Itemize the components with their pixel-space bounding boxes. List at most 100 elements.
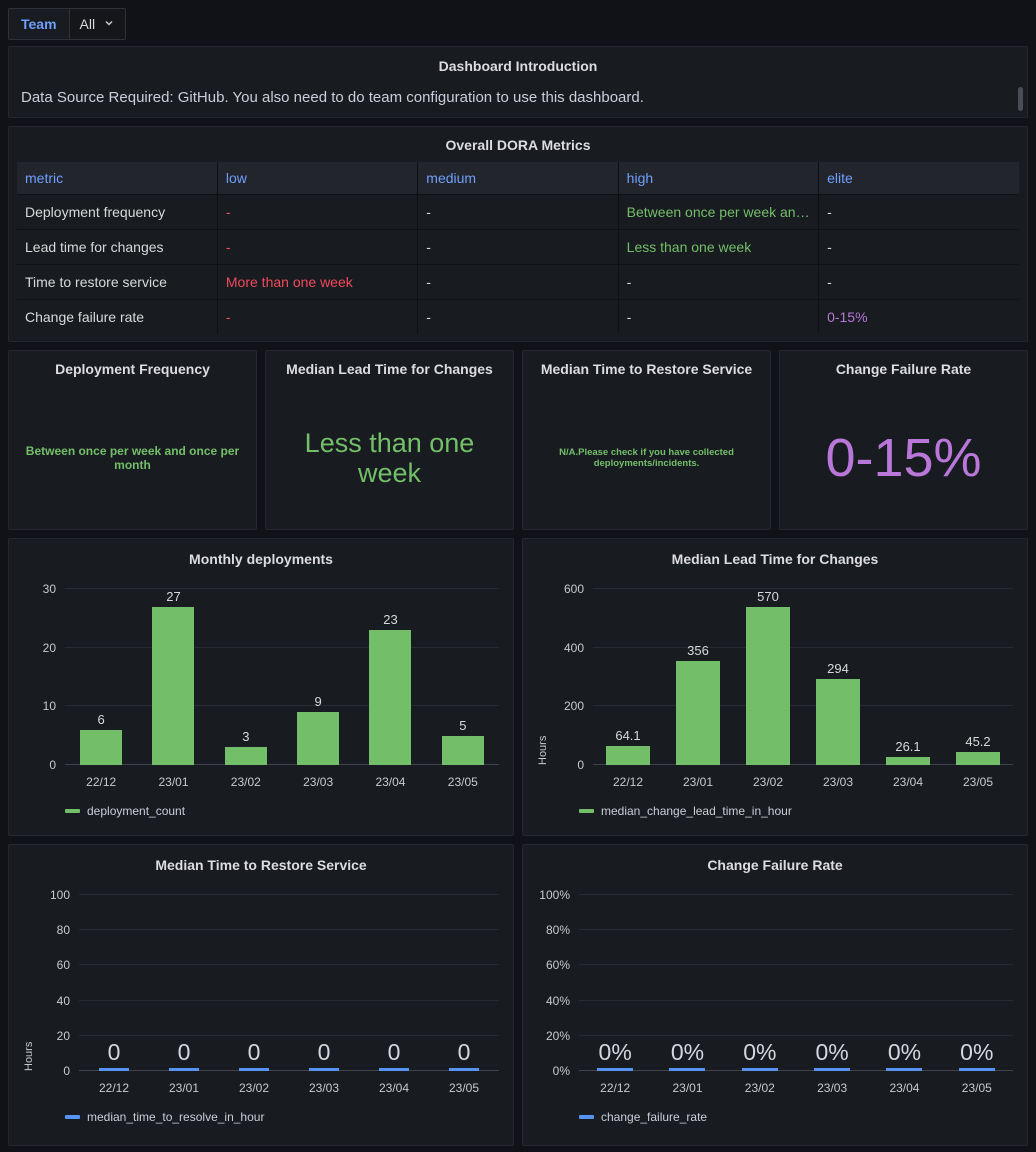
stat-value-wrap: Between once per week and once per month xyxy=(17,379,248,521)
bars: 64.1 356 570 294 26.1 45.2 xyxy=(593,589,1013,765)
stat-value-wrap: Less than one week xyxy=(274,379,505,521)
bar[interactable] xyxy=(152,607,195,765)
legend-item[interactable]: change_failure_rate xyxy=(579,1110,1013,1124)
scrollbar-thumb[interactable] xyxy=(1018,87,1023,111)
y-axis-ticks: 0% 20% 40% 60% 80% 100% xyxy=(537,888,579,1078)
bar-cell: 0% xyxy=(868,895,940,1071)
chart-body: 0 10 20 30 6 27 3 9 23 5 22/12 23/01 23/02 23/03 23/… xyxy=(23,582,499,789)
bar[interactable] xyxy=(99,1068,129,1071)
bar-value-label: 45.2 xyxy=(965,733,991,749)
panel-title[interactable]: Deployment Frequency xyxy=(55,361,210,377)
panel-title[interactable]: Median Time to Restore Service xyxy=(155,857,367,873)
chevron-down-icon xyxy=(103,16,115,32)
table-header-row: metric low medium high elite xyxy=(17,162,1019,194)
bar[interactable] xyxy=(369,630,412,765)
stat-value: N/A.Please check if you have collected d… xyxy=(559,447,734,469)
legend-item[interactable]: median_time_to_resolve_in_hour xyxy=(65,1110,499,1124)
bar[interactable] xyxy=(80,729,123,765)
bar[interactable] xyxy=(956,751,1000,765)
bar-cell: 0% xyxy=(796,895,868,1071)
bar[interactable] xyxy=(379,1068,409,1071)
x-tick-label: 23/05 xyxy=(961,1081,992,1095)
team-variable-value: All xyxy=(79,16,96,32)
bar[interactable] xyxy=(449,1068,479,1071)
x-tick-label: 22/12 xyxy=(98,1081,130,1095)
legend-item[interactable]: median_change_lead_time_in_hour xyxy=(579,804,1013,818)
bar-value-label: 0% xyxy=(598,1039,632,1065)
bar[interactable] xyxy=(441,735,484,765)
x-tick-label: 23/03 xyxy=(308,1081,340,1095)
gridline xyxy=(65,588,499,589)
bar[interactable] xyxy=(746,607,790,765)
gridline xyxy=(579,1034,1013,1036)
y-axis-ticks: 0 10 20 30 xyxy=(23,582,65,772)
y-axis-ticks: 0 200 400 600 xyxy=(551,582,593,772)
bar-value-label: 6 xyxy=(97,711,105,727)
bar[interactable] xyxy=(816,678,860,765)
chart-body: Hours 0 200 400 600 64.1 356 570 294 26.1 45.2 2… xyxy=(537,582,1013,789)
stat-value: 0-15% xyxy=(825,428,982,488)
x-tick-label: 23/02 xyxy=(238,1081,270,1095)
legend-item[interactable]: deployment_count xyxy=(65,804,499,818)
panel-title[interactable]: Dashboard Introduction xyxy=(438,58,598,74)
panel-title[interactable]: Median Lead Time for Changes xyxy=(671,551,879,567)
bar[interactable] xyxy=(597,1068,634,1071)
y-tick-label: 60% xyxy=(545,958,570,973)
table-column-header[interactable]: metric xyxy=(17,162,218,194)
panel-median-time-restore-chart: Median Time to Restore Service Hours 0 20… xyxy=(8,844,514,1146)
x-tick-label: 23/01 xyxy=(168,1081,200,1095)
table-column-header[interactable]: medium xyxy=(417,162,619,194)
bar-value-label: 0% xyxy=(887,1039,922,1065)
panel-title[interactable]: Change Failure Rate xyxy=(835,361,972,377)
gridline xyxy=(593,705,1013,707)
bar[interactable] xyxy=(814,1068,851,1071)
bar[interactable] xyxy=(224,747,267,765)
plot-area: 6 27 3 9 23 5 xyxy=(65,588,499,765)
table-cell: - xyxy=(818,263,1019,299)
panel-title[interactable]: Monthly deployments xyxy=(189,551,333,567)
bar[interactable] xyxy=(741,1068,778,1071)
table-cell: - xyxy=(216,298,418,334)
panel-title[interactable]: Overall DORA Metrics xyxy=(445,137,591,153)
table-column-header[interactable]: high xyxy=(617,162,819,194)
panel-change-failure-rate-stat: Change Failure Rate 0-15% xyxy=(779,350,1028,530)
bar[interactable] xyxy=(958,1068,995,1071)
bar-cell: 0% xyxy=(724,895,796,1071)
y-tick-label: 100% xyxy=(539,888,570,902)
bar[interactable] xyxy=(886,1068,923,1071)
panel-title[interactable]: Median Time to Restore Service xyxy=(540,361,753,377)
chart-body: Hours 0 20 40 60 80 100 0 0 0 0 0 0 22/12 23/01 23/0… xyxy=(23,888,499,1095)
table-column-header[interactable]: low xyxy=(216,162,418,194)
panel-title[interactable]: Median Lead Time for Changes xyxy=(286,361,493,377)
stat-value-wrap: 0-15% xyxy=(788,379,1019,521)
bar[interactable] xyxy=(239,1068,269,1071)
x-tick-label: 23/01 xyxy=(682,775,714,789)
bar[interactable] xyxy=(606,746,650,765)
table-cell: Deployment frequency xyxy=(17,193,218,229)
table-column-header[interactable]: elite xyxy=(818,162,1019,194)
bar[interactable] xyxy=(676,660,720,765)
bar[interactable] xyxy=(169,1068,199,1071)
y-tick-label: 20 xyxy=(56,1028,70,1043)
x-tick-label: 23/01 xyxy=(672,1081,703,1095)
y-axis-label: Hours xyxy=(23,1041,35,1071)
gridline xyxy=(79,999,499,1001)
bar[interactable] xyxy=(669,1068,706,1071)
gridline xyxy=(79,929,499,931)
bar[interactable] xyxy=(297,712,340,765)
bar-cell: 3 xyxy=(210,589,282,765)
x-tick-label: 23/02 xyxy=(744,1081,775,1095)
bar-value-label: 0 xyxy=(387,1039,401,1065)
team-variable-dropdown[interactable]: All xyxy=(69,8,127,40)
bar[interactable] xyxy=(886,757,930,765)
bars: 0% 0% 0% 0% 0% 0% xyxy=(579,895,1013,1071)
bar-cell: 0 xyxy=(149,895,219,1071)
legend-swatch xyxy=(65,809,80,813)
bar-cell: 0 xyxy=(429,895,499,1071)
y-tick-label: 40% xyxy=(545,993,570,1008)
panel-title[interactable]: Change Failure Rate xyxy=(707,857,843,873)
x-tick-label: 23/03 xyxy=(817,1081,848,1095)
panel-dashboard-introduction: Dashboard Introduction Data Source Requi… xyxy=(8,46,1028,118)
bar[interactable] xyxy=(309,1068,339,1071)
x-tick-label: 23/04 xyxy=(378,1081,410,1095)
